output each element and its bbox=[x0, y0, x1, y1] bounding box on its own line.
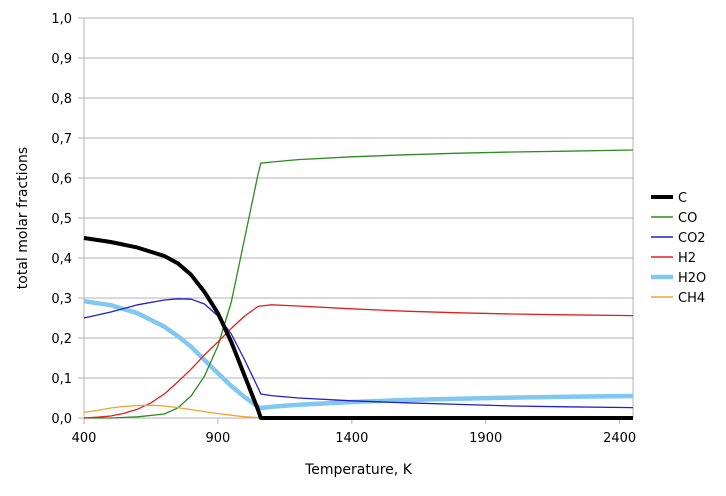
y-tick-label-10: 1,0 bbox=[51, 12, 72, 27]
series-line-h2 bbox=[83, 304, 634, 419]
y-tick-label-9: 0,9 bbox=[51, 52, 72, 67]
x-tick-label-1: 900 bbox=[205, 431, 230, 446]
series-line-co bbox=[84, 149, 634, 419]
series-layer bbox=[83, 149, 634, 420]
y-tick-label-8: 0,8 bbox=[51, 92, 72, 107]
axis-ticks bbox=[78, 17, 621, 424]
y-tick-label-4: 0,4 bbox=[51, 252, 72, 267]
x-tick-labels: 400 900 1400 1900 2400 bbox=[72, 431, 637, 446]
legend-label-co2: CO2 bbox=[678, 231, 706, 246]
series-line-h2o bbox=[83, 298, 634, 411]
y-tick-label-6: 0,6 bbox=[51, 172, 72, 187]
legend-label-h2o: H2O bbox=[678, 271, 706, 286]
x-tick-label-0: 400 bbox=[72, 431, 97, 446]
legend-label-h2: H2 bbox=[678, 251, 696, 266]
legend-label-ch4: CH4 bbox=[678, 291, 705, 306]
grid-lines bbox=[84, 17, 633, 419]
series-line-c bbox=[83, 236, 633, 420]
y-tick-label-2: 0,2 bbox=[51, 332, 72, 347]
x-tick-label-3: 1900 bbox=[469, 431, 502, 446]
legend-label-co: CO bbox=[678, 211, 697, 226]
y-tick-label-1: 0,1 bbox=[51, 372, 72, 387]
y-axis-title: total molar fractions bbox=[15, 147, 31, 289]
y-tick-label-0: 0,0 bbox=[51, 412, 72, 427]
series-line-co2 bbox=[83, 298, 634, 409]
x-axis-title: Temperature, K bbox=[304, 462, 413, 478]
y-tick-label-7: 0,7 bbox=[51, 132, 72, 147]
legend-label-c: C bbox=[678, 191, 687, 206]
y-tick-label-5: 0,5 bbox=[51, 212, 72, 227]
x-tick-label-2: 1400 bbox=[335, 431, 368, 446]
x-tick-label-4: 2400 bbox=[603, 431, 636, 446]
y-tick-label-3: 0,3 bbox=[51, 292, 72, 307]
y-tick-labels: 0,0 0,1 0,2 0,3 0,4 0,5 0,6 0,7 0,8 0,9 1,0 bbox=[51, 12, 72, 427]
legend: C CO CO2 H2 H2O CH4 bbox=[651, 191, 706, 306]
